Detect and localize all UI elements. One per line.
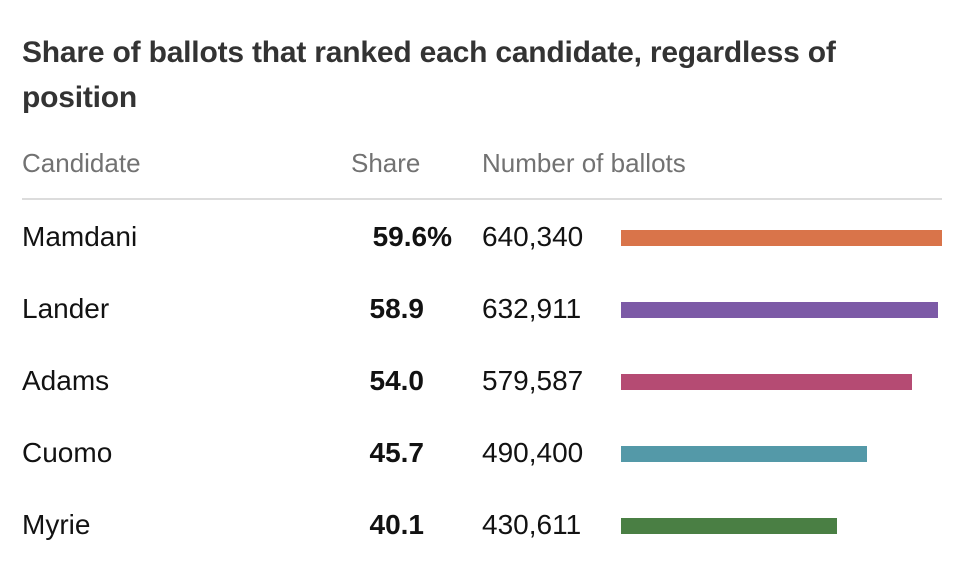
table-row: Mamdani 59.6% 640,340 (0, 217, 968, 267)
column-header-share: Share (351, 148, 421, 178)
header-divider (22, 198, 942, 200)
share-value: 45.7 (369, 437, 425, 468)
column-header-ballots: Number of ballots (482, 148, 686, 178)
share-value: 40.1 (369, 509, 425, 540)
candidate-name: Myrie (22, 509, 91, 540)
candidate-name: Adams (22, 365, 110, 396)
share-value: 54.0 (369, 365, 425, 396)
share-value: 58.9 (369, 293, 425, 324)
ballot-bar (621, 446, 867, 462)
table-row: Myrie 40.1 430,611 (0, 505, 968, 555)
ballot-count: 579,587 (482, 365, 584, 396)
candidate-name: Cuomo (22, 437, 113, 468)
chart-title: Share of ballots that ranked each candid… (22, 36, 836, 114)
ballot-bar (621, 374, 912, 390)
table-row: Cuomo 45.7 490,400 (0, 433, 968, 483)
column-header-candidate: Candidate (22, 148, 141, 178)
share-value: 59.6% (372, 221, 452, 252)
ballot-count: 490,400 (482, 437, 584, 468)
ballot-count: 640,340 (482, 221, 584, 252)
candidate-name: Mamdani (22, 221, 138, 252)
ballot-count: 430,611 (482, 509, 582, 540)
table-row: Adams 54.0 579,587 (0, 361, 968, 411)
ballot-bar (621, 302, 938, 318)
ballot-count: 632,911 (482, 293, 582, 324)
ballot-bar (621, 518, 837, 534)
ballot-bar (621, 230, 942, 246)
candidate-name: Lander (22, 293, 110, 324)
table-row: Lander 58.9 632,911 (0, 289, 968, 339)
